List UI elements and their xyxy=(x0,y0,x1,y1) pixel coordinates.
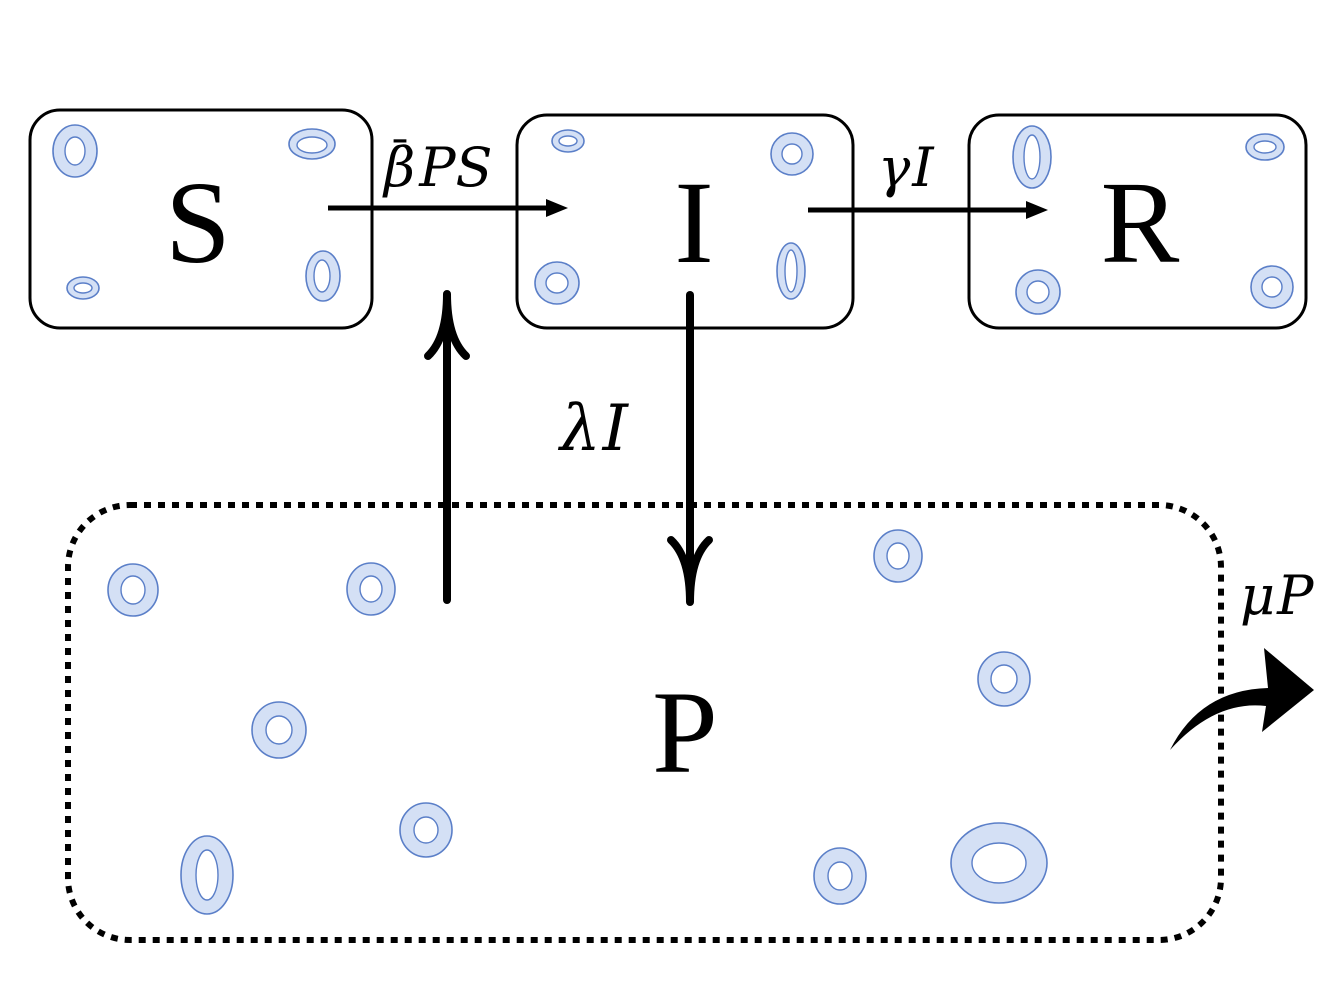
cell xyxy=(107,563,159,617)
rate-s-to-i-symbol: β xyxy=(382,136,415,199)
arrow-i-to-p xyxy=(667,291,713,606)
rate-i-to-r-label: γI xyxy=(878,136,935,199)
cell xyxy=(288,128,336,160)
rate-i-to-p-greek: λ xyxy=(557,392,601,466)
cell xyxy=(534,261,580,305)
arrow-i-to-r xyxy=(808,201,1048,219)
cell xyxy=(776,242,806,300)
compartment-i-box xyxy=(515,113,855,330)
compartment-s-label: S xyxy=(165,157,231,288)
cell xyxy=(873,529,923,583)
cell xyxy=(52,124,98,178)
cell xyxy=(977,651,1031,707)
cell xyxy=(813,847,867,905)
rate-p-decay-label: μP xyxy=(1240,564,1315,627)
rate-i-to-p-var: I xyxy=(602,392,630,466)
cell xyxy=(180,835,234,915)
rate-p-decay-greek: μ xyxy=(1240,564,1275,627)
cell xyxy=(399,802,453,858)
cell xyxy=(251,701,307,759)
decay-arrow xyxy=(1170,648,1314,750)
compartment-p-box xyxy=(65,502,1224,943)
cells-layer xyxy=(52,124,1294,915)
compartment-r-box xyxy=(967,113,1308,330)
rate-i-to-r-var: I xyxy=(911,136,935,199)
cell xyxy=(1245,133,1285,161)
compartment-r-label: R xyxy=(1101,157,1180,288)
compartment-p-label: P xyxy=(652,667,718,798)
cell xyxy=(950,822,1048,904)
cell xyxy=(346,562,396,616)
cell xyxy=(1015,269,1061,315)
rate-i-to-p-label: λI xyxy=(557,392,630,466)
rate-p-decay-var: P xyxy=(1276,564,1315,627)
compartment-s-box xyxy=(28,108,374,330)
cell xyxy=(66,276,100,300)
cell xyxy=(770,132,814,176)
arrow-s-to-i xyxy=(328,199,568,217)
arrow-p-to-transmission xyxy=(424,290,470,604)
cell xyxy=(551,129,585,153)
rate-s-to-i-main: PS xyxy=(418,136,492,199)
rate-i-to-r-greek: γ xyxy=(878,136,911,199)
cell xyxy=(1012,125,1052,189)
rate-s-to-i-bar: ¯ xyxy=(389,132,411,183)
rate-s-to-i-label: βPS xyxy=(382,136,493,199)
cell xyxy=(1250,265,1294,309)
cell xyxy=(305,250,341,302)
compartment-i-label: I xyxy=(674,157,713,288)
